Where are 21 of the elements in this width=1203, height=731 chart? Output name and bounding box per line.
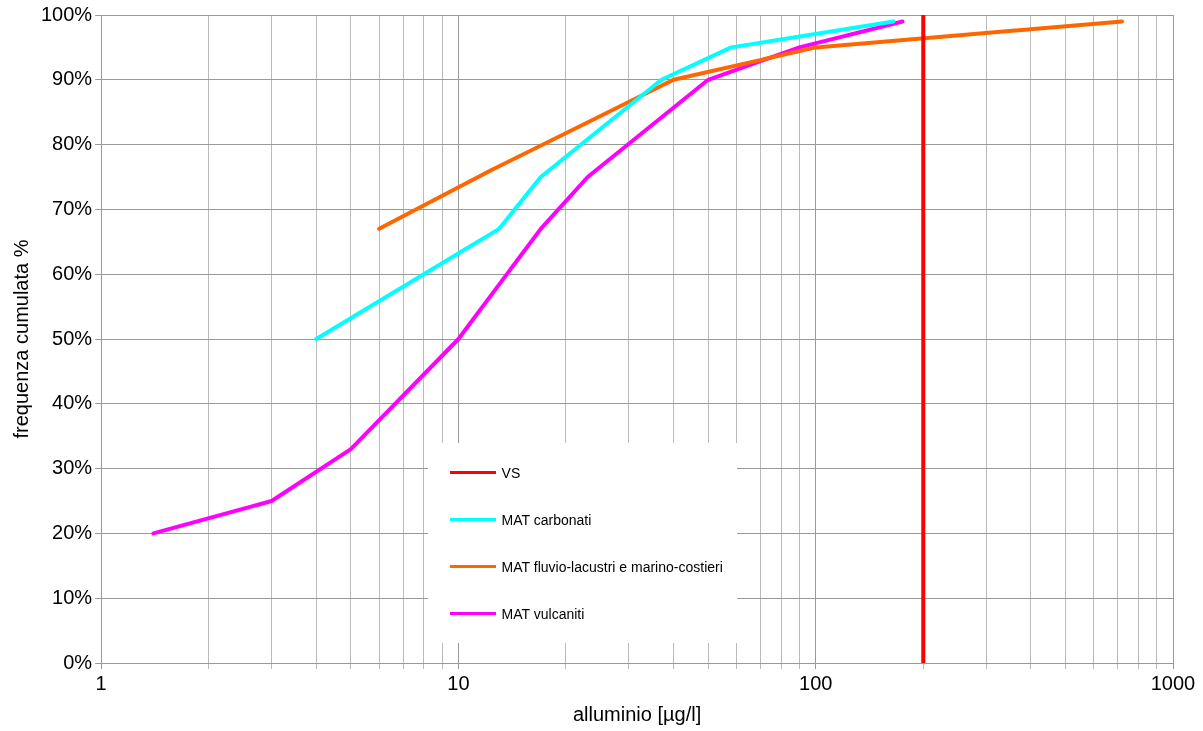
y-tick-label: 50% [52, 326, 93, 349]
y-tick-label: 30% [52, 456, 93, 479]
y-tick-label: 20% [52, 520, 93, 543]
x-axis-title: alluminio [µg/l] [572, 702, 702, 725]
y-tick-label: 0% [63, 650, 93, 673]
legend-label: MAT carbonati [501, 511, 592, 528]
legend-label: MAT vulcaniti [501, 605, 585, 622]
y-tick-label: 10% [52, 585, 93, 608]
legend-label: VS [501, 464, 521, 481]
x-tick-label: 100 [799, 671, 833, 694]
x-tick-label: 1 [95, 671, 107, 694]
y-tick-label: 100% [41, 2, 93, 25]
y-tick-label: 80% [52, 132, 93, 155]
y-tick-label: 40% [52, 391, 93, 414]
y-tick-label: 70% [52, 196, 93, 219]
y-tick-label: 90% [52, 67, 93, 90]
x-tick-label: 1000 [1150, 671, 1196, 694]
legend-label: MAT fluvio-lacustri e marino-costieri [501, 558, 723, 575]
y-axis-title: frequenza cumulata % [9, 239, 32, 439]
y-tick-label: 60% [52, 261, 93, 284]
x-tick-label: 10 [447, 671, 470, 694]
